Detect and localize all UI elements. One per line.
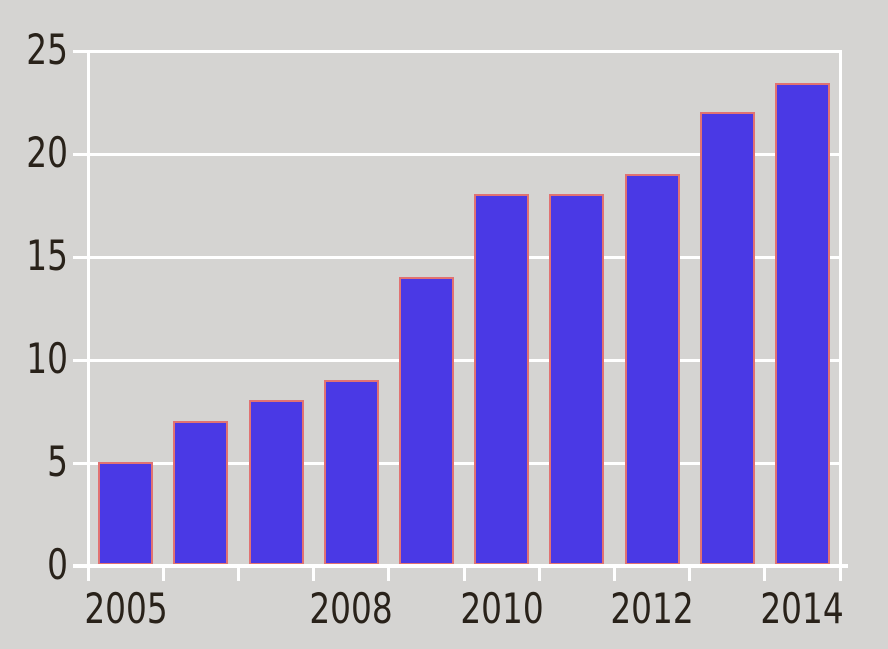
plot-frame-left	[86, 49, 90, 567]
x-tick-label-2010: 2010	[459, 584, 544, 633]
bar-2008	[323, 380, 379, 565]
y-tick-label-0: 0	[47, 540, 68, 589]
bar-2007	[248, 400, 304, 565]
x-tick-label-2012: 2012	[610, 584, 694, 633]
gridline-y20	[73, 152, 840, 156]
x-tick-5	[462, 567, 466, 581]
x-tick-8	[688, 567, 692, 581]
x-tick-6	[537, 567, 541, 581]
y-tick-label-20: 20	[26, 128, 68, 177]
bar-2009	[398, 277, 454, 565]
bar-2013	[699, 112, 755, 565]
x-tick-4	[387, 567, 391, 581]
bar-2005	[98, 462, 154, 565]
x-tick-label-2008: 2008	[309, 584, 393, 633]
x-axis-line	[73, 564, 848, 568]
x-tick-label-2005: 2005	[83, 584, 168, 633]
x-tick-7	[612, 567, 616, 581]
bar-2014	[774, 83, 830, 565]
x-tick-3	[312, 567, 316, 581]
y-tick-label-25: 25	[26, 25, 68, 74]
gridline-y10	[73, 358, 840, 362]
bar-2012	[624, 174, 680, 565]
gridline-y25	[73, 49, 840, 53]
bar-2010	[474, 194, 530, 565]
x-tick-0	[86, 567, 90, 581]
bar-2011	[549, 194, 605, 565]
x-tick-label-2014: 2014	[760, 584, 845, 633]
plot-frame-right	[838, 49, 842, 567]
bar-2006	[173, 421, 229, 565]
y-tick-label-10: 10	[26, 334, 68, 383]
x-tick-9	[763, 567, 767, 581]
x-tick-2	[236, 567, 240, 581]
x-tick-10	[838, 567, 842, 581]
y-tick-label-5: 5	[47, 437, 68, 486]
gridline-y15	[73, 255, 840, 259]
y-tick-label-15: 15	[26, 231, 68, 280]
gridline-y5	[73, 461, 840, 465]
x-tick-1	[161, 567, 165, 581]
